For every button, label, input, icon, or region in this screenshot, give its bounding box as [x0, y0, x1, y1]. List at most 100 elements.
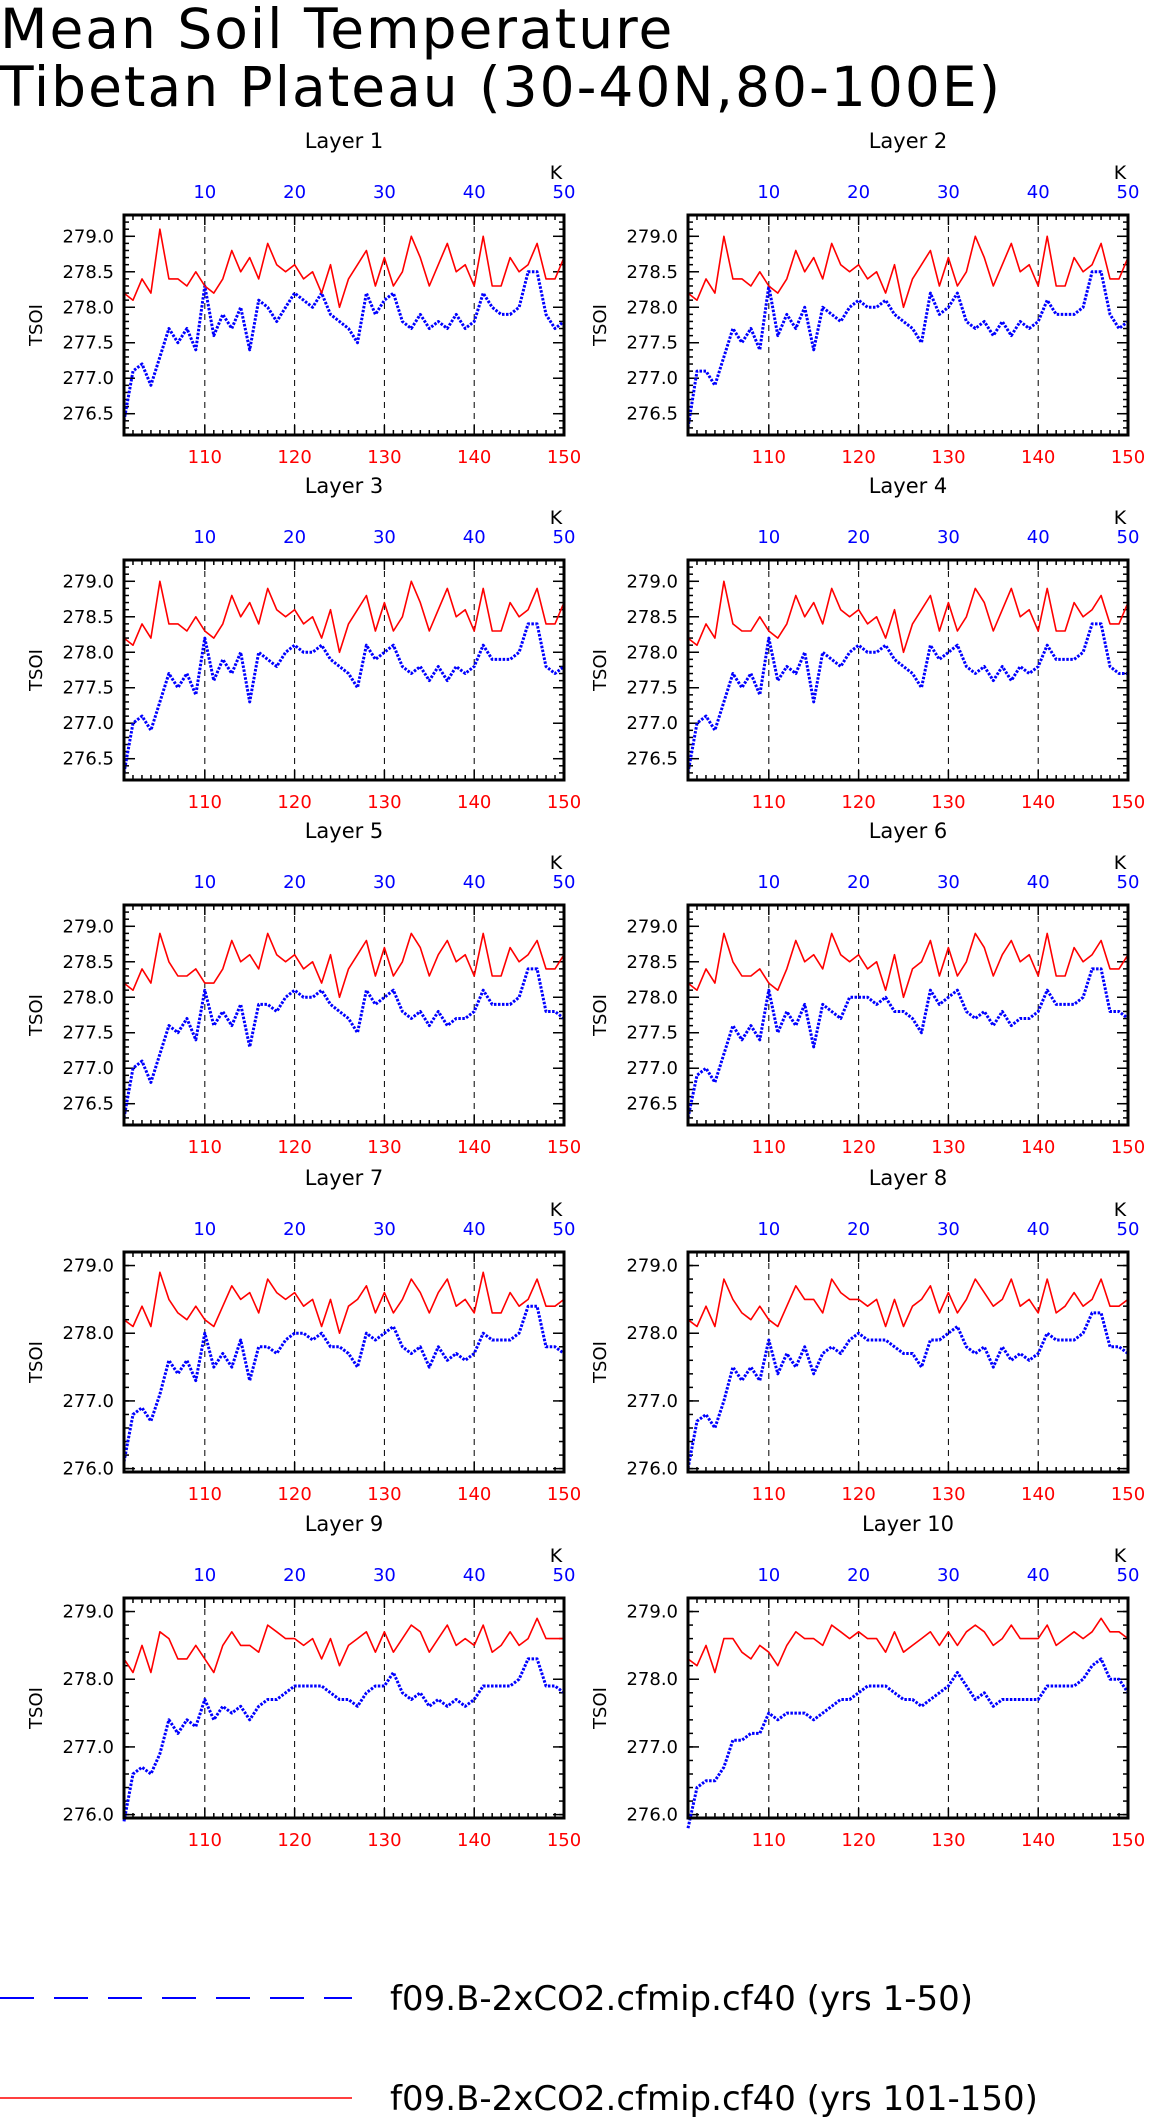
- bottom-tick-label: 110: [752, 1484, 786, 1505]
- series-line-blue: [122, 1304, 565, 1463]
- panel-title: Layer 10: [862, 1512, 954, 1536]
- bottom-tick-label: 140: [457, 1137, 491, 1158]
- top-tick-label: 40: [463, 1219, 486, 1240]
- top-tick-label: 30: [373, 872, 396, 893]
- series-line-blue: [122, 1657, 565, 1822]
- top-tick-label: 20: [847, 527, 870, 548]
- top-axis-label: K: [550, 162, 563, 184]
- bottom-tick-label: 120: [841, 1484, 875, 1505]
- y-tick-label: 278.0: [62, 642, 114, 663]
- y-tick-label: 278.0: [626, 1323, 678, 1344]
- top-tick-label: 20: [283, 1219, 306, 1240]
- panel-title: Layer 7: [305, 1166, 384, 1190]
- bottom-tick-label: 110: [188, 1484, 222, 1505]
- top-tick-label: 50: [553, 527, 576, 548]
- top-tick-label: 40: [463, 527, 486, 548]
- bottom-tick-label: 130: [931, 447, 965, 468]
- y-tick-label: 276.5: [62, 749, 114, 770]
- y-tick-label: 278.0: [626, 297, 678, 318]
- top-tick-label: 10: [193, 872, 216, 893]
- bottom-tick-label: 110: [752, 1137, 786, 1158]
- panel-title: Layer 5: [305, 819, 384, 843]
- bottom-tick-label: 110: [752, 792, 786, 813]
- bottom-tick-label: 140: [1021, 1137, 1055, 1158]
- y-tick-label: 276.0: [62, 1459, 114, 1480]
- y-axis-label: TSOI: [26, 1687, 47, 1730]
- top-tick-label: 50: [1117, 1565, 1140, 1586]
- top-tick-label: 50: [553, 1565, 576, 1586]
- top-tick-label: 40: [1027, 872, 1050, 893]
- y-axis-label: TSOI: [26, 1341, 47, 1384]
- panel-title: Layer 2: [869, 129, 948, 153]
- series-line-blue: [122, 270, 565, 422]
- series-line-blue: [122, 622, 565, 774]
- y-tick-label: 278.5: [626, 262, 678, 283]
- y-axis-label: TSOI: [590, 304, 611, 347]
- y-tick-label: 279.0: [626, 916, 678, 937]
- y-tick-label: 278.5: [626, 607, 678, 628]
- bottom-tick-label: 110: [188, 447, 222, 468]
- top-tick-label: 20: [847, 872, 870, 893]
- chart-panel-9: Layer 9 K TSOI 110 120 130 140 150 10 20 30 40 50 276…: [26, 1512, 581, 1851]
- panel-title: Layer 8: [869, 1166, 948, 1190]
- y-tick-label: 277.0: [626, 1391, 678, 1412]
- y-tick-label: 277.5: [626, 333, 678, 354]
- bottom-tick-label: 110: [752, 1830, 786, 1851]
- y-tick-label: 278.0: [626, 1669, 678, 1690]
- bottom-tick-label: 120: [841, 447, 875, 468]
- bottom-tick-label: 150: [547, 1137, 581, 1158]
- bottom-tick-label: 120: [277, 447, 311, 468]
- panel-title: Layer 3: [305, 474, 384, 498]
- series-line-red: [123, 580, 565, 654]
- top-axis-label: K: [550, 1545, 563, 1567]
- top-axis-label: K: [1114, 1199, 1127, 1221]
- bottom-tick-label: 130: [367, 1484, 401, 1505]
- chart-panel-10: Layer 10 K TSOI 110 120 130 140 150 10 20 30 40 50 27…: [590, 1512, 1145, 1851]
- top-tick-label: 10: [193, 1219, 216, 1240]
- y-tick-label: 277.0: [62, 713, 114, 734]
- top-tick-label: 30: [937, 527, 960, 548]
- y-tick-label: 276.5: [62, 1094, 114, 1115]
- top-axis-label: K: [550, 852, 563, 874]
- top-axis-label: K: [1114, 852, 1127, 874]
- top-axis-label: K: [1114, 162, 1127, 184]
- top-tick-label: 50: [1117, 872, 1140, 893]
- bottom-tick-label: 110: [188, 1830, 222, 1851]
- y-tick-label: 276.0: [626, 1805, 678, 1826]
- chart-panel-1: Layer 1 K TSOI 110 120 130 140 150 10 20 30 40 50 276…: [26, 129, 581, 468]
- bottom-tick-label: 150: [547, 447, 581, 468]
- bottom-tick-label: 130: [931, 1830, 965, 1851]
- top-tick-label: 50: [553, 1219, 576, 1240]
- y-tick-label: 278.0: [626, 642, 678, 663]
- bottom-tick-label: 130: [367, 447, 401, 468]
- y-tick-label: 277.5: [62, 333, 114, 354]
- bottom-tick-label: 120: [841, 1137, 875, 1158]
- top-tick-label: 30: [937, 872, 960, 893]
- chart-panel-7: Layer 7 K TSOI 110 120 130 140 150 10 20 30 40 50 276…: [26, 1166, 581, 1505]
- plot-frame: [122, 1250, 566, 1474]
- bottom-tick-label: 140: [1021, 1484, 1055, 1505]
- series-line-red: [687, 1617, 1129, 1674]
- y-tick-label: 276.5: [626, 1094, 678, 1115]
- top-tick-label: 10: [757, 1219, 780, 1240]
- y-tick-label: 276.0: [626, 1459, 678, 1480]
- series-line-blue: [686, 270, 1129, 429]
- y-tick-label: 279.0: [626, 571, 678, 592]
- bottom-tick-label: 120: [277, 792, 311, 813]
- bottom-tick-label: 130: [367, 1830, 401, 1851]
- bottom-tick-label: 120: [277, 1830, 311, 1851]
- bottom-tick-label: 150: [547, 792, 581, 813]
- top-tick-label: 20: [283, 872, 306, 893]
- plot-frame: [122, 213, 566, 437]
- plot-frame: [122, 903, 566, 1127]
- top-tick-label: 10: [757, 182, 780, 203]
- top-tick-label: 20: [847, 182, 870, 203]
- top-tick-label: 50: [1117, 1219, 1140, 1240]
- y-tick-label: 276.5: [62, 404, 114, 425]
- top-tick-label: 20: [283, 1565, 306, 1586]
- bottom-tick-label: 150: [1111, 447, 1145, 468]
- top-tick-label: 30: [373, 182, 396, 203]
- series-line-red: [687, 1278, 1129, 1328]
- y-tick-label: 276.5: [626, 749, 678, 770]
- series-line-red: [687, 580, 1129, 654]
